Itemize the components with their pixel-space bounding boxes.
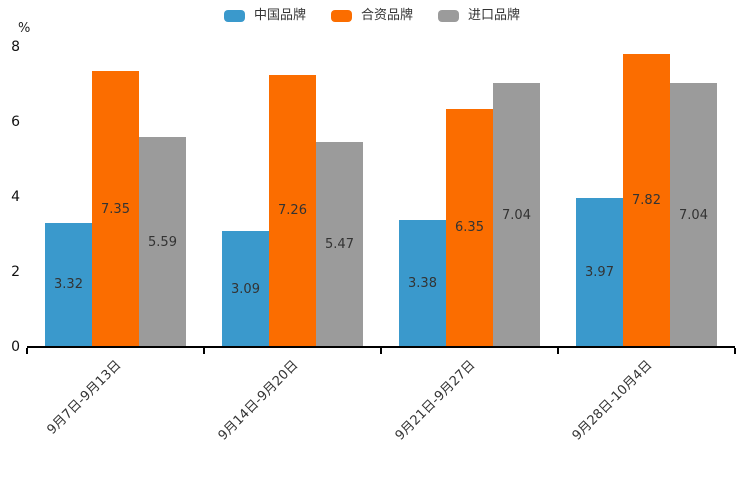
bar-value-label: 7.04	[679, 207, 708, 223]
bar-进口品牌-9月21日-9月27日: 7.04	[493, 83, 540, 347]
y-axis-tick-label: 0	[11, 339, 20, 355]
bar-中国品牌-9月28日-10月4日: 3.97	[576, 198, 623, 347]
bar-value-label: 6.35	[455, 220, 484, 236]
bar-value-label: 3.97	[585, 265, 614, 281]
x-axis-line	[27, 346, 735, 348]
x-axis-tick	[380, 348, 382, 354]
bar-value-label: 7.26	[278, 203, 307, 219]
bar-value-label: 3.38	[408, 276, 437, 292]
legend: 中国品牌 合资品牌 进口品牌	[0, 9, 744, 23]
y-axis-tick-label: 4	[11, 189, 20, 205]
bar-value-label: 7.82	[632, 192, 661, 208]
y-axis-tick-label: 8	[11, 39, 20, 55]
bar-合资品牌-9月7日-9月13日: 7.35	[92, 71, 139, 347]
legend-label: 进口品牌	[468, 8, 521, 23]
bar-中国品牌-9月14日-9月20日: 3.09	[222, 231, 269, 347]
bar-进口品牌-9月7日-9月13日: 5.59	[139, 137, 186, 347]
x-axis-tick	[203, 348, 205, 354]
legend-swatch-china-brand	[223, 10, 245, 22]
x-axis-label: 9月14日-9月20日	[215, 357, 301, 444]
x-axis-tick	[26, 348, 28, 354]
x-axis-label: 9月28日-10月4日	[569, 357, 655, 444]
y-axis-tick-label: 6	[11, 114, 20, 130]
y-axis-tick-label: 2	[11, 264, 20, 280]
bar-进口品牌-9月14日-9月20日: 5.47	[316, 141, 363, 347]
x-axis-tick	[734, 348, 736, 354]
bar-value-label: 3.32	[54, 277, 83, 293]
bar-合资品牌-9月14日-9月20日: 7.26	[269, 74, 316, 347]
bar-value-label: 5.59	[148, 234, 177, 250]
x-axis-label: 9月7日-9月13日	[43, 357, 124, 438]
legend-label: 中国品牌	[253, 8, 306, 23]
bar-value-label: 7.35	[101, 201, 130, 217]
bar-合资品牌-9月28日-10月4日: 7.82	[623, 53, 670, 347]
bar-value-label: 3.09	[231, 281, 260, 297]
bar-进口品牌-9月28日-10月4日: 7.04	[670, 83, 717, 347]
legend-item-import-brand[interactable]: 进口品牌	[438, 9, 520, 23]
bar-合资品牌-9月21日-9月27日: 6.35	[446, 108, 493, 347]
bar-value-label: 5.47	[325, 236, 354, 252]
x-axis-tick	[557, 348, 559, 354]
y-axis-unit-label: %	[18, 21, 31, 36]
x-axis-label: 9月21日-9月27日	[392, 357, 478, 444]
bar-value-label: 7.04	[502, 207, 531, 223]
legend-item-china-brand[interactable]: 中国品牌	[223, 8, 306, 23]
legend-swatch-joint-venture-brand	[330, 10, 352, 22]
legend-swatch-import-brand	[438, 10, 459, 22]
bar-中国品牌-9月7日-9月13日: 3.32	[45, 222, 92, 347]
legend-item-joint-venture-brand[interactable]: 合资品牌	[330, 8, 413, 23]
legend-label: 合资品牌	[360, 8, 413, 23]
bar-中国品牌-9月21日-9月27日: 3.38	[399, 220, 446, 347]
